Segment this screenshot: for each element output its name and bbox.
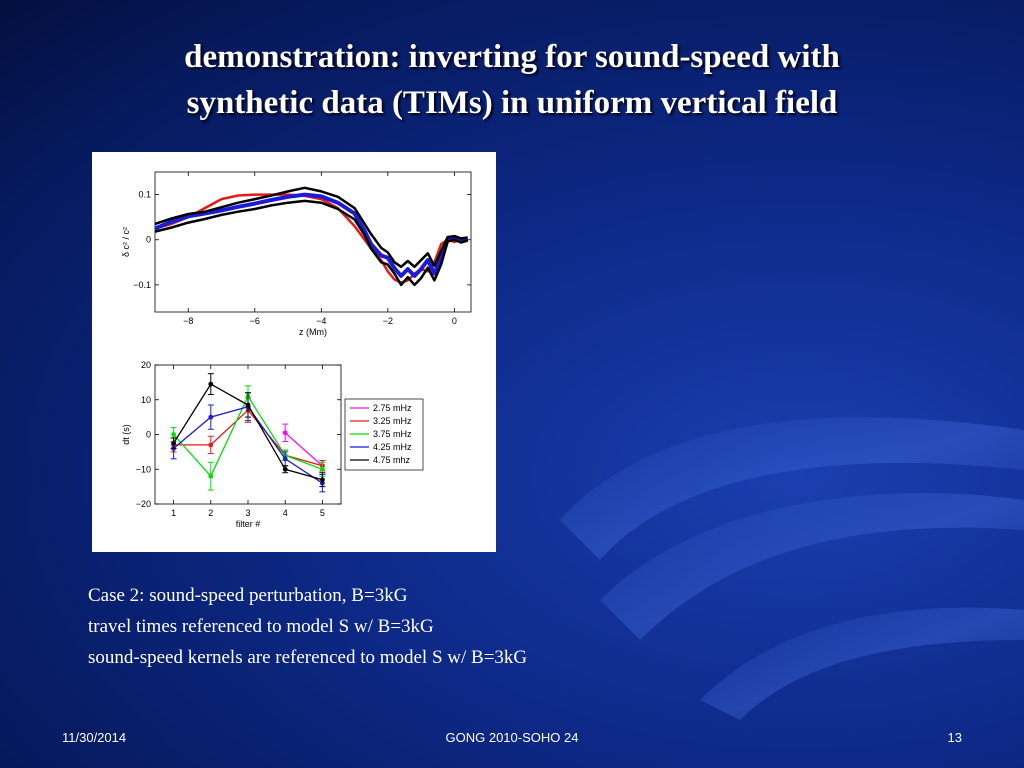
top-x-tick-label: −2 <box>383 316 393 326</box>
top-series-line-black-2 <box>154 186 468 269</box>
caption: Case 2: sound-speed perturbation, B=3kG … <box>88 580 527 673</box>
bottom-y-axis-label: dt (s) <box>121 424 131 445</box>
top-y-tick-label: 0 <box>146 235 151 245</box>
legend-label-0: 2.75 mHz <box>373 403 412 413</box>
caption-line-2: travel times referenced to model S w/ B=… <box>88 616 434 637</box>
top-x-tick-label: −4 <box>316 316 326 326</box>
bottom-data-point <box>208 414 214 420</box>
bottom-data-point <box>171 440 176 446</box>
top-y-tick-label: 0.1 <box>138 190 151 200</box>
figure-panel: −8 −6 −4 −2 0 0.1 0 −0.1 z (Mm) δ c² / c² 1 2 3 4 5 20… <box>92 152 496 552</box>
bottom-data-point <box>245 402 251 408</box>
bottom-data-point <box>208 381 214 387</box>
legend-label-1: 3.25 mHz <box>373 416 412 426</box>
bottom-y-tick-label: −10 <box>136 464 151 474</box>
bottom-x-tick-label: 4 <box>283 508 288 518</box>
footer-center: GONG 2010-SOHO 24 <box>445 730 579 745</box>
top-y-tick-label: −0.1 <box>133 280 151 290</box>
caption-line-3: sound-speed kernels are referenced to mo… <box>88 647 528 668</box>
top-x-tick-label: −6 <box>250 316 260 326</box>
bottom-data-point <box>282 456 288 462</box>
bottom-data-point <box>282 430 288 436</box>
top-plot-frame <box>154 171 472 313</box>
bottom-data-point <box>171 432 176 437</box>
travel-time-chart: 1 2 3 4 5 20 10 0 −10 −20 filter # dt (s) 2.75 mHz 3.… <box>121 360 424 529</box>
top-series-line-black-3 <box>154 199 469 287</box>
bottom-x-tick-label: 3 <box>245 508 250 518</box>
bottom-data-point <box>282 466 288 472</box>
top-x-axis-label: z (Mm) <box>299 327 327 337</box>
legend-label-4: 4.75 mhz <box>373 455 411 465</box>
legend-label-3: 4.25 mHz <box>373 442 412 452</box>
top-series-line-blue-1 <box>154 192 469 278</box>
bottom-data-point <box>208 473 214 479</box>
title-line-2: synthetic data (TIMs) in uniform vertica… <box>186 85 838 121</box>
bottom-data-point <box>208 442 214 448</box>
top-x-tick-label: −8 <box>183 316 193 326</box>
title-line-1: demonstration: inverting for sound-speed… <box>184 39 840 75</box>
legend-label-2: 3.75 mHz <box>373 429 412 439</box>
bottom-y-tick-label: 10 <box>141 395 151 405</box>
slide-title: demonstration: inverting for sound-speed… <box>60 34 964 126</box>
caption-line-1: Case 2: sound-speed perturbation, B=3kG <box>88 585 408 606</box>
bottom-y-tick-label: 20 <box>141 360 151 370</box>
bottom-y-tick-label: −20 <box>136 499 151 509</box>
bottom-x-tick-label: 2 <box>208 508 213 518</box>
footer-page-number: 13 <box>947 730 962 745</box>
sound-speed-profile-chart: −8 −6 −4 −2 0 0.1 0 −0.1 z (Mm) δ c² / c² <box>121 171 472 337</box>
bottom-x-tick-label: 5 <box>320 508 325 518</box>
bottom-y-tick-label: 0 <box>146 430 151 440</box>
footer-date: 11/30/2014 <box>62 730 127 745</box>
top-y-axis-label: δ c² / c² <box>121 227 131 257</box>
top-x-tick-label: 0 <box>452 316 457 326</box>
bottom-x-axis-label: filter # <box>236 519 261 529</box>
bottom-data-point <box>320 477 325 483</box>
bottom-data-point <box>320 466 325 472</box>
bottom-series-line-0 <box>284 432 323 467</box>
bottom-x-tick-label: 1 <box>171 508 176 518</box>
